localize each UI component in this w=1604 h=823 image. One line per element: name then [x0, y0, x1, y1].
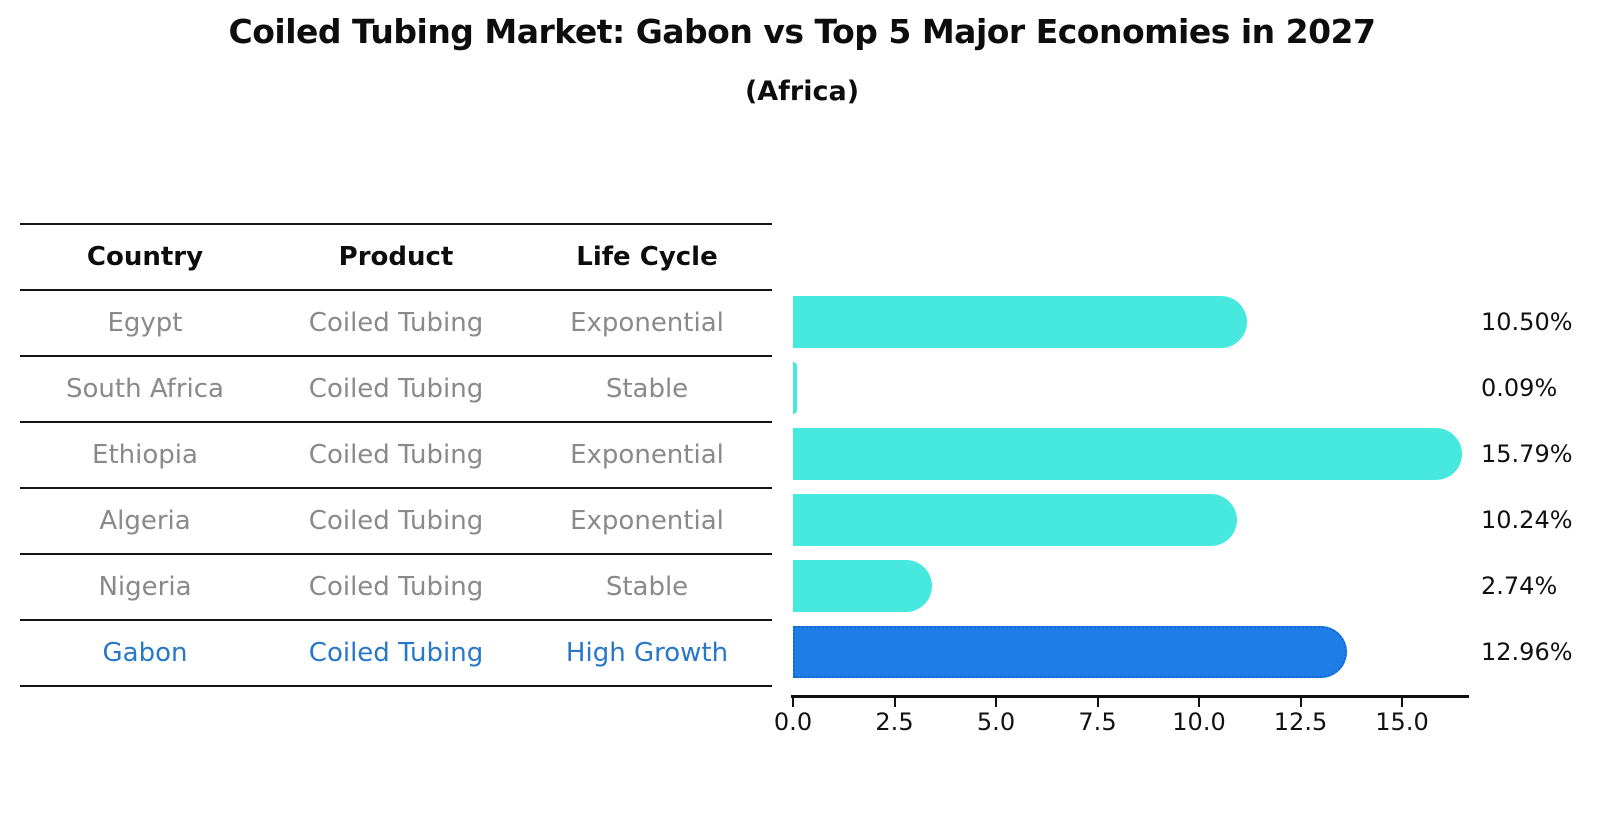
cell-product: Coiled Tubing	[270, 620, 522, 687]
table-header-row: Country Product Life Cycle	[20, 224, 772, 291]
table-row-algeria: Algeria Coiled Tubing Exponential	[20, 488, 772, 555]
table-row-south-africa: South Africa Coiled Tubing Stable	[20, 356, 772, 423]
cell-product: Coiled Tubing	[270, 422, 522, 489]
bar-value-label: 12.96%	[1481, 638, 1573, 666]
cell-product: Coiled Tubing	[270, 356, 522, 423]
x-axis-tick-label: 7.5	[1078, 708, 1117, 736]
tick-mark	[1299, 698, 1302, 707]
cell-country: Algeria	[20, 488, 270, 555]
header-life-cycle: Life Cycle	[522, 224, 772, 291]
cell-country: Gabon	[20, 620, 270, 687]
bar-value-label: 10.50%	[1481, 308, 1573, 336]
cell-product: Coiled Tubing	[270, 488, 522, 555]
x-axis-tick-label: 0.0	[773, 708, 813, 736]
header-country: Country	[20, 224, 270, 291]
cell-product: Coiled Tubing	[270, 554, 522, 621]
cell-country: South Africa	[20, 356, 270, 423]
cell-country: Egypt	[20, 290, 270, 357]
cell-life-cycle: Exponential	[522, 422, 772, 489]
page-title: Coiled Tubing Market: Gabon vs Top 5 Maj…	[228, 12, 1376, 51]
bar-egypt	[793, 296, 1248, 348]
header-product: Product	[270, 224, 522, 291]
x-axis-tick-label: 15.0	[1375, 708, 1429, 736]
bar-ethiopia	[793, 428, 1463, 480]
cell-life-cycle: Stable	[522, 554, 772, 621]
tick-mark	[1198, 698, 1200, 707]
cell-life-cycle: High Growth	[522, 620, 772, 687]
tick-mark	[792, 698, 794, 707]
table-row-ethiopia: Ethiopia Coiled Tubing Exponential	[20, 422, 772, 489]
table-row-gabon-highlight: Gabon Coiled Tubing High Growth	[20, 620, 772, 687]
bar-gabon-highlight	[793, 626, 1348, 678]
cell-country: Nigeria	[20, 554, 270, 621]
table-row-egypt: Egypt Coiled Tubing Exponential	[20, 290, 772, 357]
bar-nigeria	[793, 560, 933, 612]
cell-life-cycle: Stable	[522, 356, 772, 423]
cell-life-cycle: Exponential	[522, 488, 772, 555]
bar-value-label: 0.09%	[1481, 374, 1558, 402]
cell-product: Coiled Tubing	[270, 290, 522, 357]
x-axis-line	[791, 695, 1469, 698]
bar-value-label: 10.24%	[1481, 506, 1573, 534]
x-axis-tick-label: 2.5	[875, 708, 914, 736]
cell-country: Ethiopia	[20, 422, 270, 489]
bar-south-africa	[793, 362, 797, 414]
bar-value-label: 15.79%	[1481, 440, 1573, 468]
x-axis-tick-label: 10.0	[1172, 708, 1226, 736]
tick-mark	[1096, 698, 1099, 707]
bar-algeria	[793, 494, 1237, 546]
x-axis-tick-label: 5.0	[976, 708, 1016, 736]
x-axis-tick-label: 12.5	[1273, 708, 1328, 736]
tick-mark	[1401, 698, 1403, 707]
cell-life-cycle: Exponential	[522, 290, 772, 357]
country-table: Country Product Life Cycle Egypt Coiled …	[20, 223, 772, 687]
table-row-nigeria: Nigeria Coiled Tubing Stable	[20, 554, 772, 621]
tick-mark	[995, 698, 997, 707]
tick-mark	[893, 698, 896, 707]
bar-value-label: 2.74%	[1481, 572, 1558, 600]
page-subtitle: (Africa)	[744, 76, 860, 107]
